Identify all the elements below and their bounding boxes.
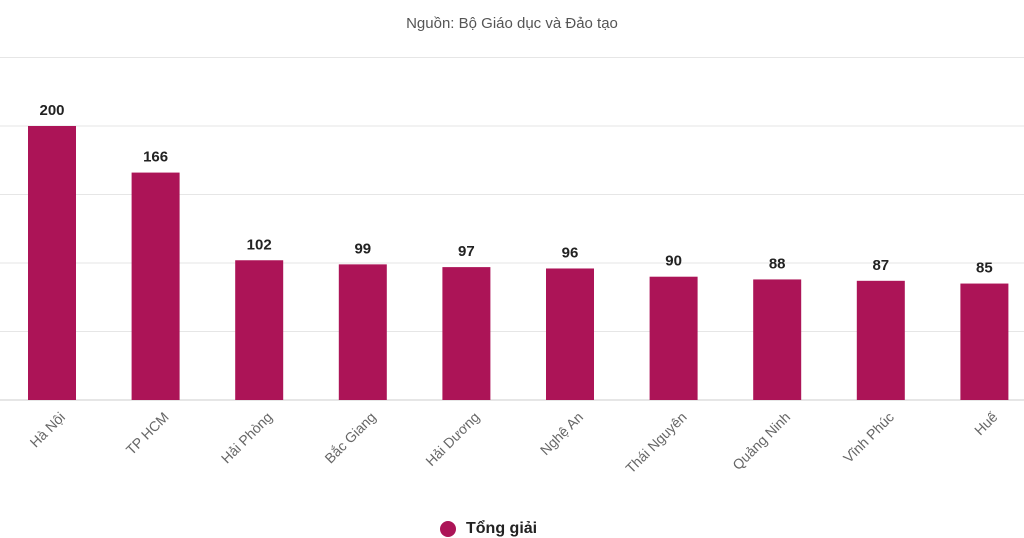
data-label: 97 [458,243,475,260]
x-tick-label: Nghệ An [537,409,586,458]
x-tick-label: Hải Dương [422,409,482,469]
bar[interactable] [235,260,284,400]
bar[interactable] [649,276,698,400]
x-tick-label: Huế [971,409,1001,439]
data-label: 96 [562,244,579,261]
bar[interactable] [442,267,491,400]
x-tick-label: Bắc Giang [321,409,379,467]
x-tick-label: Quảng Ninh [729,409,793,473]
bar[interactable] [131,172,180,400]
legend[interactable]: Tổng giải [440,520,537,538]
bar[interactable] [960,283,1009,400]
x-tick-label: Thái Nguyên [622,409,689,476]
data-label: 90 [665,253,682,270]
chart-subtitle: Nguồn: Bộ Giáo dục và Đảo tạo [406,15,618,32]
data-label: 166 [143,149,168,166]
x-tick-label: Vĩnh Phúc [840,409,897,466]
data-label: 85 [976,260,993,277]
x-tick-label: TP HCM [123,409,172,458]
bar[interactable] [546,268,594,400]
x-tick-label: Hà Nội [27,409,69,451]
data-label: 200 [39,102,64,119]
bar[interactable] [753,279,802,400]
bar[interactable] [338,264,387,400]
bar[interactable] [856,280,905,400]
data-label: 88 [769,255,786,272]
data-label: 102 [247,236,272,253]
legend-label: Tổng giải [466,520,538,537]
data-label: 87 [872,257,889,274]
bar[interactable] [28,126,76,400]
x-tick-label: Hải Phòng [218,409,276,467]
legend-marker-icon [440,521,456,537]
data-label: 99 [354,240,371,257]
